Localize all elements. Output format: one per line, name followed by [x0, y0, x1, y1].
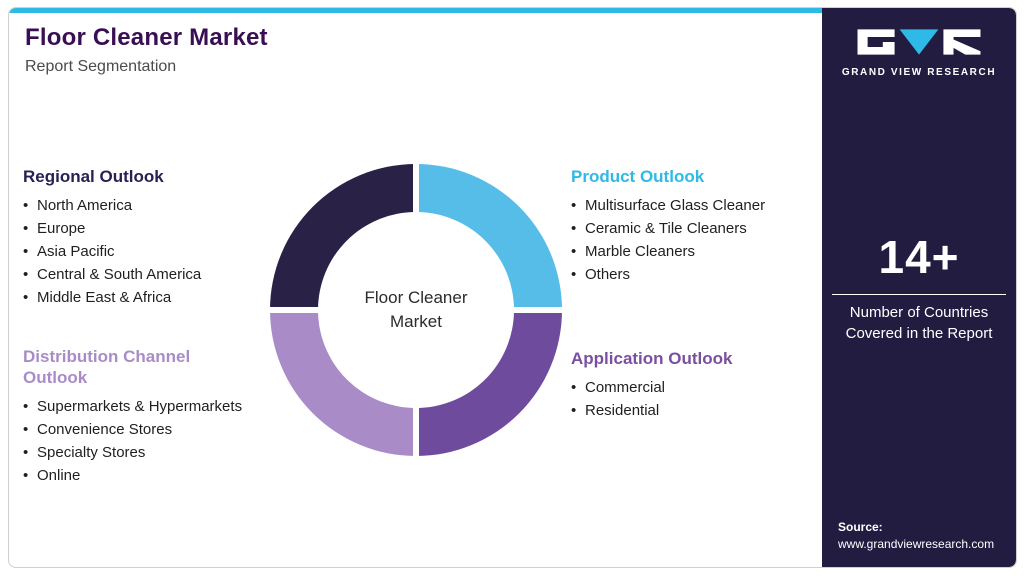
- page-subtitle: Report Segmentation: [25, 58, 177, 75]
- sidebar-divider: [832, 294, 1006, 295]
- list-item: Residential: [571, 399, 811, 422]
- brand-name: GRAND VIEW RESEARCH: [841, 67, 997, 78]
- source-url: www.grandviewresearch.com: [838, 537, 995, 551]
- donut-center-label: Floor Cleaner Market: [364, 288, 468, 331]
- list-item: Commercial: [571, 376, 811, 399]
- list-item: Central & South America: [23, 263, 293, 286]
- section-title-application: Application Outlook: [571, 349, 733, 368]
- infographic-card: Floor Cleaner Market Report Segmentation…: [8, 7, 1017, 568]
- application-bullet-list: CommercialResidential: [571, 376, 811, 422]
- page-title: Floor Cleaner Market: [25, 24, 268, 51]
- list-item: Others: [571, 263, 841, 286]
- logo-letter-v: [899, 29, 939, 55]
- donut-chart-wrap: Floor Cleaner Market: [270, 164, 562, 456]
- list-item: Convenience Stores: [23, 418, 238, 441]
- source-block: Source: www.grandviewresearch.com: [838, 520, 994, 551]
- list-item: Marble Cleaners: [571, 240, 841, 263]
- list-item: North America: [23, 194, 293, 217]
- list-item: Supermarkets & Hypermarkets: [23, 395, 242, 418]
- list-item: Online: [23, 464, 238, 487]
- list-item: Asia Pacific: [23, 240, 293, 263]
- distribution-bullet-list: Supermarkets & HypermarketsConvenience S…: [23, 395, 242, 487]
- top-accent-bar: [9, 8, 825, 13]
- gvr-logo-icon: [857, 29, 981, 55]
- section-product-outlook: Product Outlook Multisurface Glass Clean…: [571, 166, 841, 286]
- logo-letter-g: [857, 29, 895, 55]
- section-distribution-channel-outlook: Distribution Channel Outlook Supermarket…: [23, 346, 242, 487]
- section-regional-outlook: Regional Outlook North AmericaEuropeAsia…: [23, 166, 293, 309]
- product-bullet-list: Multisurface Glass CleanerCeramic & Tile…: [571, 194, 841, 286]
- list-item: Multisurface Glass Cleaner: [571, 194, 841, 217]
- brand-logo-block: GRAND VIEW RESEARCH: [822, 26, 1016, 78]
- header: Floor Cleaner Market Report Segmentation: [25, 24, 268, 76]
- countries-count: 14+: [878, 231, 960, 283]
- countries-caption: Number of Countries Covered in the Repor…: [845, 304, 993, 342]
- list-item: Middle East & Africa: [23, 286, 293, 309]
- section-title-product: Product Outlook: [571, 167, 705, 186]
- section-application-outlook: Application Outlook CommercialResidentia…: [571, 348, 811, 422]
- section-title-distribution: Distribution Channel Outlook: [23, 347, 191, 387]
- list-item: Ceramic & Tile Cleaners: [571, 217, 841, 240]
- section-title-regional: Regional Outlook: [23, 167, 164, 186]
- donut-center: Floor Cleaner Market: [318, 212, 514, 408]
- regional-bullet-list: North AmericaEuropeAsia PacificCentral &…: [23, 194, 293, 309]
- list-item: Specialty Stores: [23, 441, 238, 464]
- logo-letter-r: [943, 29, 981, 55]
- source-label: Source:: [838, 520, 883, 534]
- list-item: Europe: [23, 217, 293, 240]
- sidebar-panel: GRAND VIEW RESEARCH 14+ Number of Countr…: [822, 8, 1016, 567]
